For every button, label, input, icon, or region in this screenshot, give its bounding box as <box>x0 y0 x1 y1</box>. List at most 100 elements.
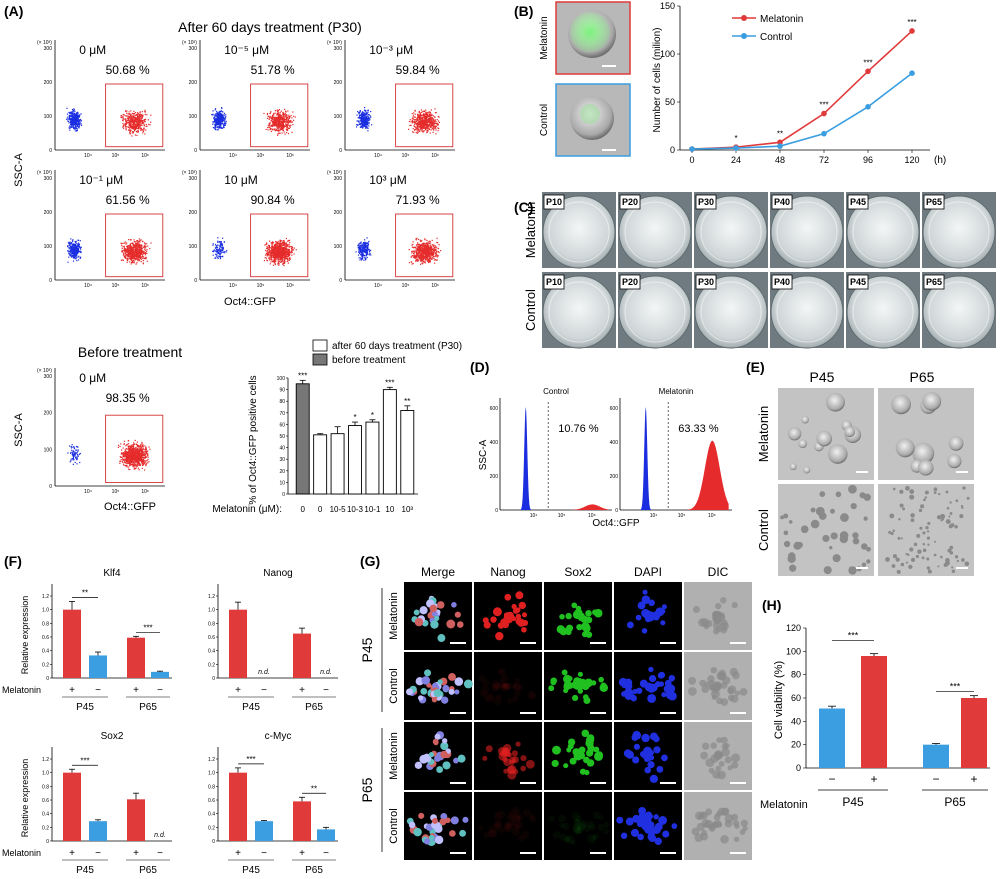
scatter-point <box>79 119 81 122</box>
y-tick-label: 200 <box>189 80 198 86</box>
scatter-point <box>436 123 438 125</box>
scatter-point <box>281 255 284 258</box>
scatter-point <box>275 120 277 122</box>
scatter-point <box>138 120 141 122</box>
scatter-point <box>122 246 124 248</box>
scatter-point <box>429 240 431 242</box>
scatter-point <box>122 252 125 254</box>
scatter-point <box>411 120 414 122</box>
scatter-point <box>280 254 282 256</box>
scatter-point <box>413 126 416 128</box>
scatter-point <box>67 120 69 122</box>
scatter-point <box>220 241 222 243</box>
scatter-point <box>217 117 220 119</box>
scatter-point <box>365 245 367 248</box>
scatter-point <box>432 131 434 133</box>
scatter-point <box>274 112 276 114</box>
scatter-point <box>69 126 71 128</box>
scatter-point <box>418 252 421 254</box>
scatter-point <box>425 242 427 244</box>
scatter-point <box>219 253 221 255</box>
x-tick-label: 10⁴ <box>229 283 237 289</box>
scatter-point <box>70 118 72 120</box>
scatter-point <box>285 245 287 248</box>
scatter-point <box>138 126 140 128</box>
scatter-point <box>277 253 279 256</box>
scatter-point <box>271 245 273 247</box>
scatter-point <box>269 258 271 260</box>
scatter-point <box>121 116 123 119</box>
scatter-point <box>217 237 219 239</box>
scatter-point <box>133 116 135 118</box>
scatter-point <box>141 256 143 258</box>
scatter-point <box>221 251 223 253</box>
scatter-point <box>268 257 270 259</box>
scatter-point <box>279 123 281 125</box>
scatter-point <box>279 242 281 245</box>
scatter-point <box>218 121 221 123</box>
scatter-point <box>273 254 275 257</box>
scatter-point <box>136 122 139 124</box>
scatter-point <box>73 247 75 249</box>
scatter-point <box>272 255 275 257</box>
scatter-point <box>135 247 137 249</box>
scatter-point <box>214 108 217 110</box>
scatter-point <box>417 249 419 251</box>
scatter-point <box>426 121 428 124</box>
scatter-point <box>128 118 130 120</box>
scatter-point <box>420 120 422 122</box>
scatter-point <box>276 109 278 111</box>
scatter-point <box>131 116 133 118</box>
scatter-point <box>142 132 144 134</box>
scatter-point <box>272 252 274 254</box>
scatter-point <box>130 245 132 247</box>
scatter-point <box>215 245 217 247</box>
scatter-point <box>142 256 145 258</box>
scatter-point <box>283 258 285 260</box>
scatter-point <box>133 125 135 127</box>
scatter-point <box>365 252 367 254</box>
scatter-point <box>129 261 131 263</box>
scatter-point <box>130 252 133 254</box>
scatter-point <box>218 255 220 258</box>
scatter-point <box>267 254 269 256</box>
scatter-point <box>77 248 79 251</box>
scatter-point <box>224 124 226 127</box>
scatter-point <box>216 257 219 259</box>
scatter-point <box>367 114 369 116</box>
scatter-point <box>425 246 427 248</box>
scatter-point <box>288 251 290 254</box>
scatter-point <box>137 251 139 253</box>
scatter-point <box>294 116 296 118</box>
scatter-point <box>368 248 370 251</box>
scatter-point <box>130 125 132 127</box>
scatter-point <box>73 248 75 251</box>
scatter-point <box>214 243 217 246</box>
scatter-point <box>369 252 371 254</box>
scatter-point <box>223 251 225 253</box>
scatter-point <box>268 251 270 253</box>
scatter-point <box>423 261 425 264</box>
scatter-point <box>429 122 431 124</box>
scatter-point <box>271 249 273 251</box>
scatter-point <box>429 114 431 117</box>
scatter-point <box>129 246 131 248</box>
scatter-point <box>215 120 217 122</box>
scatter-point <box>276 126 278 128</box>
scatter-point <box>218 116 220 118</box>
dose-label: 10⁻³ μM <box>369 43 413 57</box>
scatter-point <box>280 122 283 124</box>
percent-label: 71.93 % <box>396 193 440 207</box>
scatter-point <box>426 125 428 127</box>
scatter-point <box>273 120 275 122</box>
scatter-point <box>135 250 137 252</box>
scatter-point <box>76 116 79 118</box>
scatter-point <box>283 255 286 257</box>
scatter-point <box>433 129 435 131</box>
scatter-point <box>135 130 138 133</box>
scatter-point <box>139 111 141 113</box>
scatter-point <box>357 117 359 119</box>
scatter-point <box>428 114 430 116</box>
x-tick-label: 10⁵ <box>257 153 265 159</box>
scatter-point <box>409 119 411 121</box>
